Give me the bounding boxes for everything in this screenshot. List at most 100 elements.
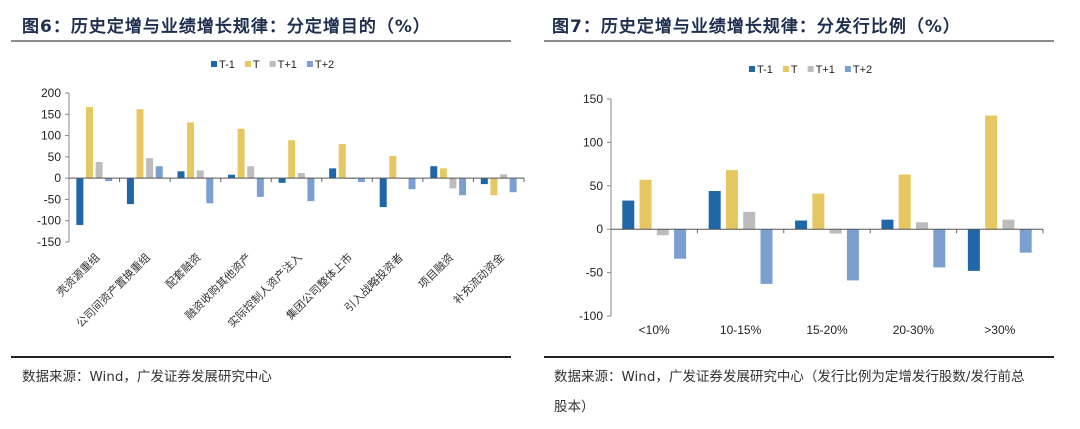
y-tick-label: -150 xyxy=(37,235,61,249)
source-divider xyxy=(11,356,511,358)
y-tick-label: -50 xyxy=(44,192,62,206)
figure-7-panel: 图7：历史定增与业绩增长规律：分发行比例（%） T-1 T T+1 T+2 150 100… xyxy=(540,0,1080,429)
y-tick-label: -50 xyxy=(586,266,604,280)
bar-tminus1 xyxy=(278,178,286,183)
legend-label: T+2 xyxy=(853,64,872,76)
bar-t xyxy=(439,168,447,179)
bar-tminus1 xyxy=(708,191,721,230)
bar-tplus2 xyxy=(760,229,773,284)
bar-t xyxy=(639,179,652,230)
bar-tplus2 xyxy=(1019,229,1032,253)
legend-label: T xyxy=(791,64,798,76)
figure-7-source: 数据来源：Wind，广发证券发展研究中心（发行比例为定增发行股数/发行前总股本） xyxy=(554,369,1025,415)
x-category-label: 10-15% xyxy=(720,323,762,337)
bar-tplus1 xyxy=(743,211,756,230)
legend-swatch-tplus1 xyxy=(269,61,276,67)
legend-swatch-tplus2 xyxy=(306,61,313,67)
legend-swatch-tminus1 xyxy=(749,66,755,72)
legend-label: T-1 xyxy=(219,59,235,71)
legend-swatch-tplus1 xyxy=(807,66,814,72)
bar-t xyxy=(985,115,998,230)
bar-tminus1 xyxy=(76,178,84,225)
figure-6-chart: T-1 T T+1 T+2200150100500-50-100-150壳资源重组公司… xyxy=(37,59,525,330)
bar-tminus1 xyxy=(177,171,185,179)
x-category-label: 15-20% xyxy=(806,323,848,337)
y-tick-label: -100 xyxy=(579,309,603,323)
y-tick-label: 100 xyxy=(583,135,603,149)
bar-tminus1 xyxy=(480,178,488,185)
y-tick-label: 150 xyxy=(41,107,61,121)
figure-7-title: 图7：历史定增与业绩增长规律：分发行比例（%） xyxy=(552,17,961,37)
bar-tplus2 xyxy=(674,229,687,259)
y-tick-label: 100 xyxy=(41,129,61,143)
bar-t xyxy=(898,174,911,230)
bar-tminus1 xyxy=(126,178,134,205)
bar-tplus1 xyxy=(656,229,669,236)
bar-tplus1 xyxy=(146,158,154,179)
bar-t xyxy=(237,128,245,179)
y-tick-label: -100 xyxy=(37,214,61,228)
y-tick-label: 150 xyxy=(583,92,603,106)
y-tick-label: 50 xyxy=(48,150,62,164)
bar-tplus1 xyxy=(916,222,929,230)
y-tick-label: 0 xyxy=(54,171,61,185)
bar-tplus2 xyxy=(509,178,517,193)
bar-t xyxy=(288,140,296,179)
y-tick-label: 0 xyxy=(596,222,603,236)
bar-tplus2 xyxy=(307,178,315,202)
legend-label: T+2 xyxy=(315,59,334,71)
title-divider xyxy=(544,40,1054,42)
bar-tplus1 xyxy=(196,170,204,179)
figure-6-title: 图6：历史定增与业绩增长规律：分定增目的（%） xyxy=(22,17,431,37)
bar-tminus1 xyxy=(881,219,894,230)
bar-tplus1 xyxy=(449,178,457,189)
figure-6-panel: 图6：历史定增与业绩增长规律：分定增目的（%） T-1 T T+1 T+2 200 150… xyxy=(11,17,525,385)
bar-t xyxy=(812,193,825,230)
legend-swatch-t xyxy=(244,61,251,67)
x-category-label: 壳资源重组 xyxy=(54,250,103,299)
x-category-label: >30% xyxy=(984,323,1015,337)
x-category-label: 20-30% xyxy=(893,323,935,337)
bar-t xyxy=(490,178,498,196)
source-divider xyxy=(544,356,1054,358)
bar-tplus2 xyxy=(105,178,113,182)
bar-t xyxy=(338,144,346,179)
figure-6-source: 数据来源：Wind，广发证券发展研究中心 xyxy=(22,369,272,385)
y-tick-label: 50 xyxy=(590,179,604,193)
bar-t xyxy=(136,109,144,179)
x-category-label: <10% xyxy=(639,323,670,337)
figure-7-chart: T-1 T T+1 T+2 150 100 50 0 -50 -100 <10% 10-15% 15-2… xyxy=(579,64,1044,337)
bar-t xyxy=(85,107,93,179)
x-category-label: 配套融资 xyxy=(163,251,203,291)
bar-tplus2 xyxy=(933,229,946,268)
x-category-label: 项目融资 xyxy=(416,251,456,291)
bar-tminus1 xyxy=(430,166,438,179)
bar-tplus2 xyxy=(206,178,214,204)
legend-swatch-tplus2 xyxy=(844,66,851,72)
bar-t xyxy=(187,122,195,179)
legend: T-1 T T+1 T+2 xyxy=(749,64,872,76)
legend-swatch-t xyxy=(782,66,789,72)
x-category-label: 补充流动资金 xyxy=(450,250,507,307)
bar-tminus1 xyxy=(967,229,980,271)
legend-label: T+1 xyxy=(278,59,297,71)
legend-label: T xyxy=(253,59,260,71)
bar-tplus1 xyxy=(297,173,305,179)
legend-label: T+1 xyxy=(816,64,835,76)
bar-tminus1 xyxy=(228,174,236,179)
bar-t xyxy=(725,170,738,230)
bar-tplus2 xyxy=(357,178,365,182)
bar-tplus2 xyxy=(846,229,859,281)
bar-t xyxy=(389,156,397,179)
bar-tplus2 xyxy=(459,178,467,196)
legend-label: T-1 xyxy=(757,64,773,76)
title-divider xyxy=(11,40,511,42)
bar-tplus2 xyxy=(155,166,163,179)
bar-tplus1 xyxy=(1002,219,1015,230)
bar-tplus1 xyxy=(95,161,103,179)
y-tick-label: 200 xyxy=(41,86,61,100)
bar-tplus1 xyxy=(247,166,255,179)
bar-tplus2 xyxy=(256,178,264,197)
bar-tminus1 xyxy=(329,168,337,179)
legend: T-1 T T+1 T+2 xyxy=(211,59,334,71)
